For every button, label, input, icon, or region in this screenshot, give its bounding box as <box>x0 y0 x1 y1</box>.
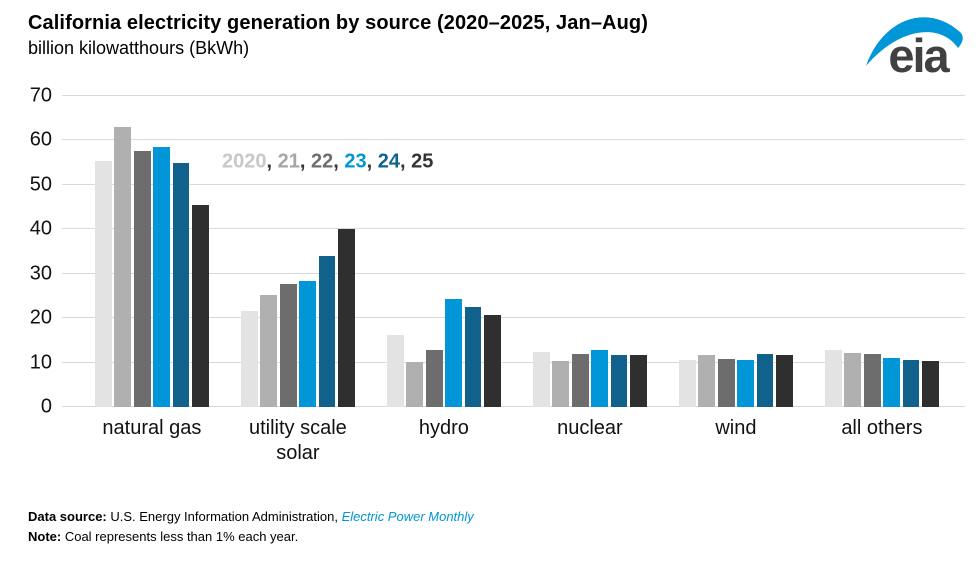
y-axis: 0 10 20 30 40 50 60 70 <box>0 85 52 418</box>
category-label-utility-scale-solar: utility scale solar <box>248 417 347 464</box>
legend-separator: , <box>333 150 345 173</box>
gridline-0 <box>62 406 965 407</box>
x-axis-labels: natural gas utility scale solar hydro nucle… <box>62 416 965 474</box>
bar-utility-scale-solar-23 <box>299 280 316 407</box>
gridline-40 <box>62 228 965 230</box>
bar-utility-scale-solar-2020 <box>241 311 258 407</box>
bar-natural-gas-21 <box>114 126 132 407</box>
y-tick-0: 0 <box>40 395 52 418</box>
legend-separator: , <box>366 150 378 173</box>
bar-hydro-24 <box>464 307 482 407</box>
eia-logo: eia <box>862 6 966 90</box>
gridline-30 <box>62 272 965 274</box>
legend-separator: , <box>299 150 311 173</box>
chart-subtitle: billion kilowatthours (BkWh) <box>28 38 250 58</box>
data-source-line: Data source: U.S. Energy Information Adm… <box>28 507 474 527</box>
bar-all-others-22 <box>863 354 881 407</box>
bar-all-others-24 <box>902 360 920 407</box>
y-tick-40: 40 <box>29 217 52 240</box>
gridline-50 <box>62 183 965 185</box>
legend-item-24: 24 <box>377 150 400 173</box>
y-tick-50: 50 <box>29 173 52 196</box>
source-publication-link[interactable]: Electric Power Monthly <box>341 509 474 524</box>
bar-utility-scale-solar-25 <box>338 229 355 407</box>
category-label-all-others: all others <box>841 417 923 439</box>
plot-area: 2020, 21, 22, 23, 24, 25 <box>62 95 965 407</box>
bar-wind-22 <box>717 358 735 407</box>
legend-item-23: 23 <box>344 150 367 173</box>
bar-hydro-23 <box>445 299 462 407</box>
bar-wind-25 <box>776 355 793 407</box>
note-label: Note: <box>28 529 62 544</box>
bar-hydro-25 <box>484 314 501 407</box>
bar-wind-23 <box>737 360 754 407</box>
category-label-wind: wind <box>715 417 757 439</box>
bar-all-others-23 <box>883 357 900 407</box>
legend-item-22: 22 <box>311 150 334 173</box>
note-line: Note: Coal represents less than 1% each … <box>28 527 474 547</box>
series-legend: 2020, 21, 22, 23, 24, 25 <box>222 151 433 174</box>
footer-notes: Data source: U.S. Energy Information Adm… <box>28 507 474 547</box>
bar-hydro-22 <box>425 350 443 407</box>
bar-natural-gas-24 <box>172 163 190 407</box>
bar-natural-gas-2020 <box>95 161 112 407</box>
category-label-hydro: hydro <box>418 417 469 439</box>
bar-wind-24 <box>756 354 774 407</box>
bar-utility-scale-solar-21 <box>260 295 278 407</box>
bar-wind-21 <box>698 355 716 407</box>
bar-natural-gas-23 <box>153 146 170 407</box>
eia-logo-swoosh-icon <box>866 17 963 66</box>
bar-all-others-21 <box>844 352 862 407</box>
gridline-20 <box>62 317 965 319</box>
category-label-natural-gas: natural gas <box>102 417 202 439</box>
data-source-text: U.S. Energy Information Administration, <box>106 509 342 524</box>
bar-hydro-2020 <box>387 335 404 407</box>
bar-nuclear-25 <box>630 354 647 407</box>
note-text: Coal represents less than 1% each year. <box>61 529 299 544</box>
gridline-60 <box>62 139 965 141</box>
legend-item-21: 21 <box>277 150 300 173</box>
y-tick-60: 60 <box>29 128 52 151</box>
legend-separator: , <box>400 150 412 173</box>
bar-nuclear-21 <box>552 360 570 407</box>
gridline-70 <box>62 95 965 96</box>
bar-natural-gas-22 <box>133 150 151 407</box>
data-source-label: Data source: <box>28 509 107 524</box>
gridline-10 <box>62 361 965 363</box>
y-tick-20: 20 <box>29 306 52 329</box>
bar-nuclear-23 <box>591 349 608 407</box>
legend-separator: , <box>266 150 278 173</box>
bar-all-others-2020 <box>825 349 842 407</box>
eia-logo-text: eia <box>888 29 949 82</box>
bar-utility-scale-solar-24 <box>318 255 336 407</box>
y-tick-10: 10 <box>29 351 52 374</box>
bar-wind-2020 <box>679 360 696 407</box>
bar-natural-gas-25 <box>192 205 209 407</box>
legend-item-25: 25 <box>411 150 434 173</box>
bar-hydro-21 <box>406 361 424 407</box>
bar-utility-scale-solar-22 <box>279 283 297 407</box>
legend-item-2020: 2020 <box>222 150 267 173</box>
bar-nuclear-2020 <box>533 351 550 407</box>
chart-title: California electricity generation by sou… <box>28 12 648 34</box>
bar-nuclear-24 <box>610 354 628 407</box>
y-tick-30: 30 <box>29 262 52 285</box>
category-label-nuclear: nuclear <box>557 417 623 439</box>
bar-all-others-25 <box>922 360 939 407</box>
y-tick-70: 70 <box>29 84 52 107</box>
bar-nuclear-22 <box>571 353 589 407</box>
